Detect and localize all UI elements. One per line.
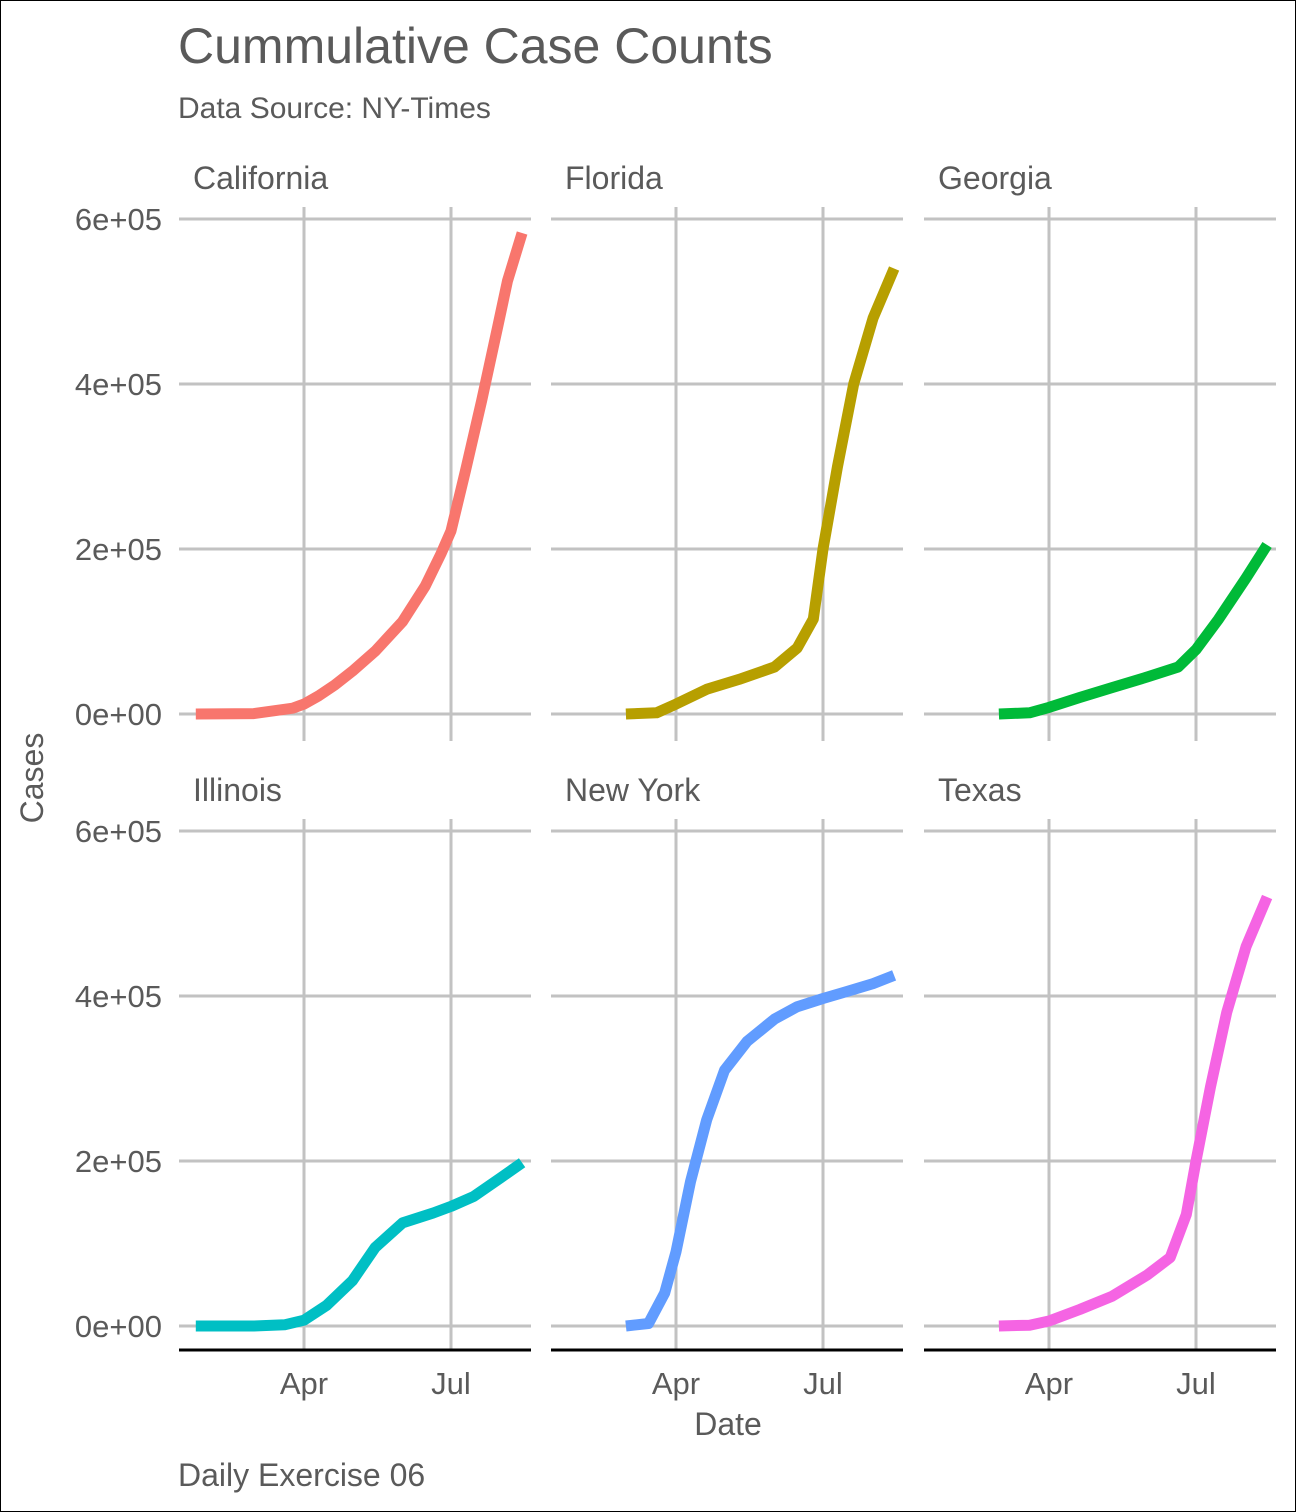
facet-label: Georgia [938, 160, 1052, 196]
chart-caption: Daily Exercise 06 [178, 1457, 425, 1493]
y-tick-label: 4e+05 [75, 367, 162, 402]
chart-subtitle: Data Source: NY-Times [178, 92, 491, 125]
facet-panel: Florida [551, 160, 903, 741]
facet-panel: Georgia [924, 160, 1276, 741]
facet-label: California [193, 160, 328, 196]
x-axis-label: Date [694, 1406, 762, 1442]
y-tick-label: 4e+05 [75, 979, 162, 1014]
x-tick-label: Apr [1025, 1366, 1073, 1401]
x-tick-label: Apr [280, 1366, 328, 1401]
series-line [625, 970, 897, 1332]
x-tick-label: Jul [1176, 1366, 1216, 1401]
series-line [998, 894, 1273, 1332]
y-tick-label: 0e+00 [75, 1309, 162, 1344]
facet-label: Illinois [193, 772, 282, 808]
series-line [625, 266, 900, 720]
y-tick-label: 2e+05 [75, 532, 162, 567]
series-line [998, 541, 1272, 720]
chart-title: Cummulative Case Counts [178, 18, 773, 74]
y-tick-label: 2e+05 [75, 1144, 162, 1179]
x-tick-label: Apr [652, 1366, 700, 1401]
facet-panel: New York Apr Jul [551, 772, 903, 1401]
y-tick-label: 6e+05 [75, 814, 162, 849]
facet-label: Florida [565, 160, 663, 196]
series-line [195, 231, 528, 720]
y-tick-label: 6e+05 [75, 202, 162, 237]
y-tick-label: 0e+00 [75, 697, 162, 732]
facet-label: Texas [938, 772, 1022, 808]
x-tick-label: Jul [431, 1366, 471, 1401]
facet-panel: California 0e+00 2e+05 4e+05 6e+05 [75, 160, 531, 741]
y-axis-label: Cases [14, 733, 50, 824]
facet-panel: Texas Apr Jul [924, 772, 1276, 1401]
facet-panel: Illinois 0e+00 2e+05 4e+05 6e+05 Apr Jul [75, 772, 531, 1401]
facet-label: New York [565, 772, 701, 808]
x-tick-label: Jul [803, 1366, 843, 1401]
series-line [195, 1158, 526, 1332]
